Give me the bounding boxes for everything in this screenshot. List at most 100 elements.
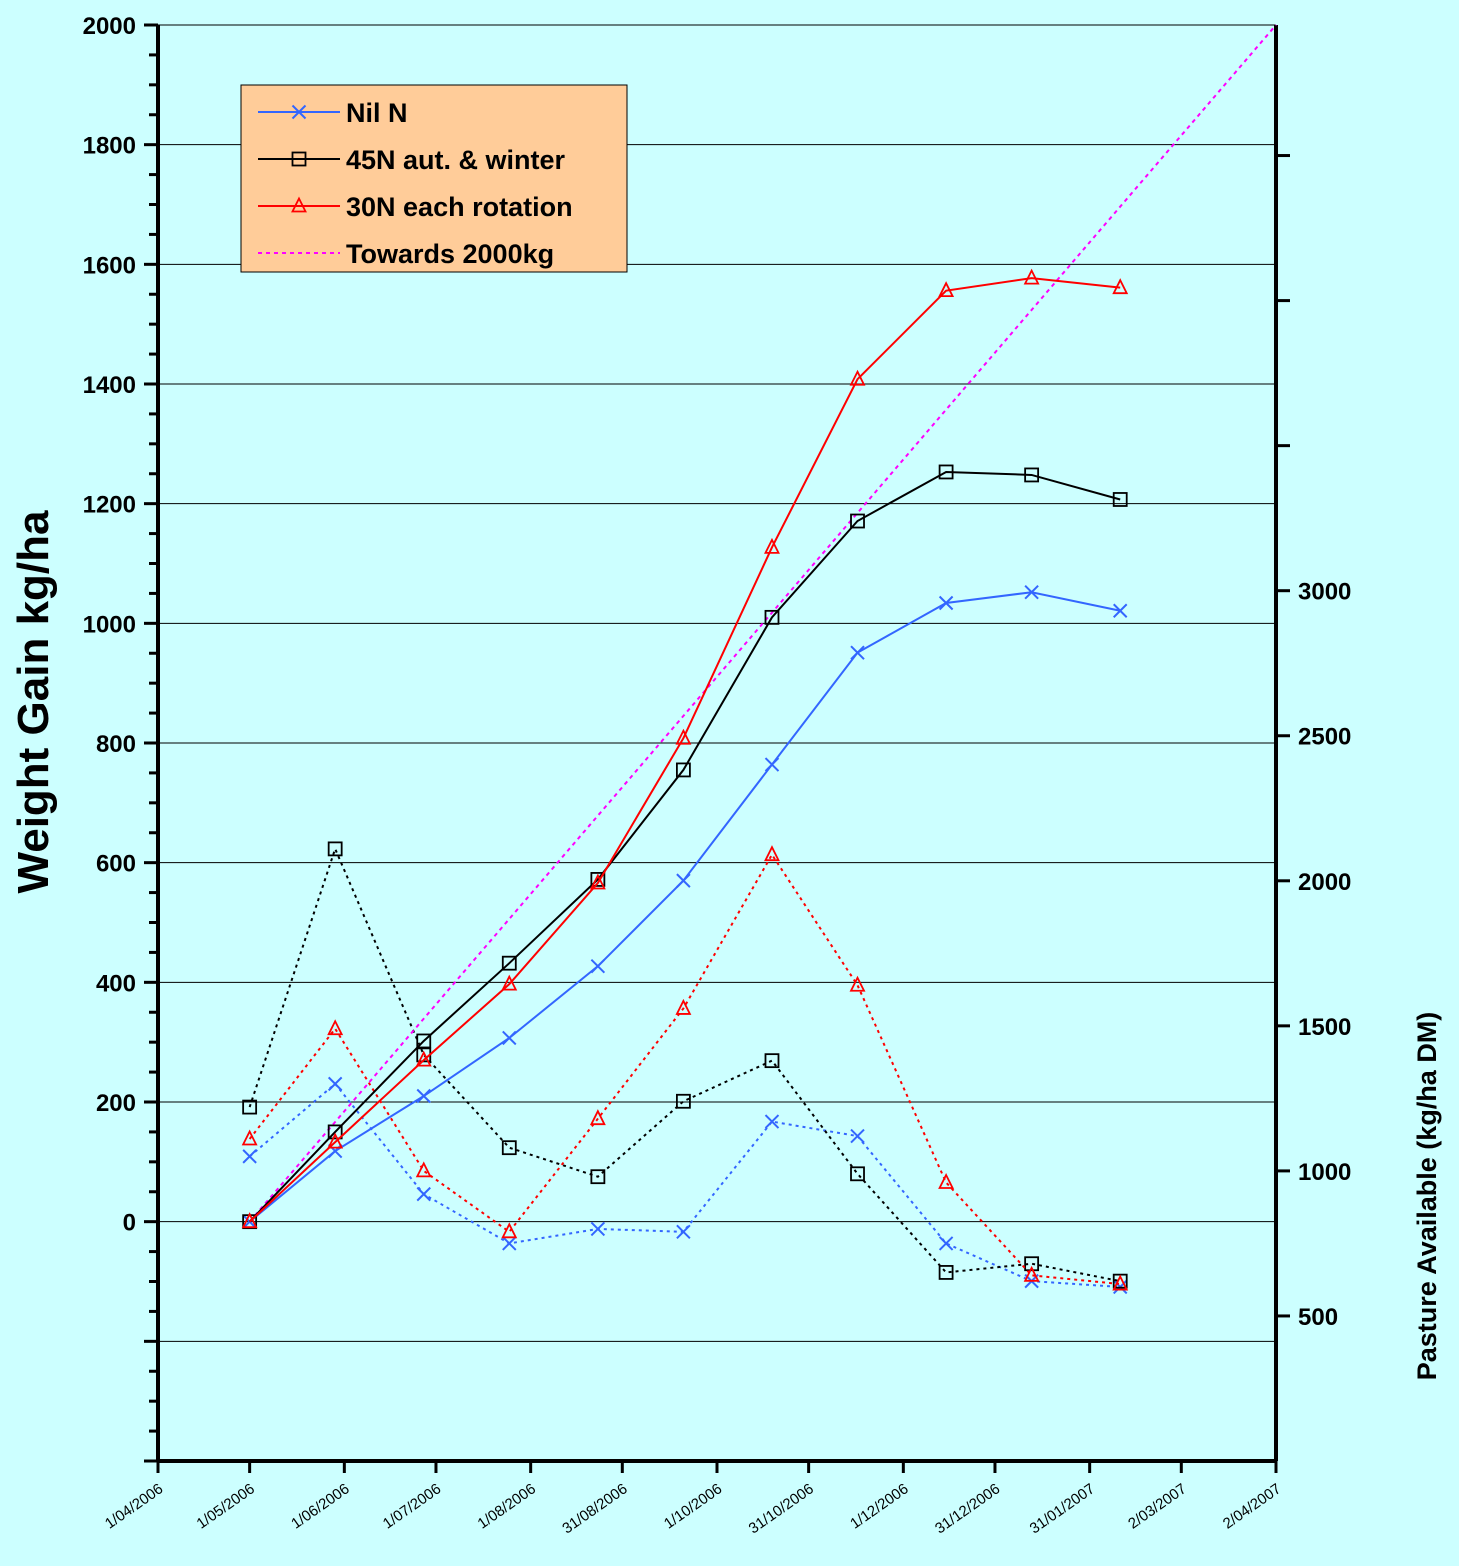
data-point (676, 873, 691, 888)
y2-tick-label: 500 (1298, 1304, 1338, 1331)
data-point (938, 1172, 955, 1189)
series-5 (242, 841, 1128, 1289)
data-point (938, 595, 954, 611)
y2-tick-label: 3000 (1298, 579, 1351, 606)
series-6 (241, 845, 1129, 1291)
data-point (764, 1114, 780, 1129)
data-point (416, 1186, 431, 1202)
x-tick-label: 1/12/2006 (847, 1480, 911, 1532)
x-tick-label: 1/10/2006 (661, 1480, 725, 1532)
data-point (327, 841, 343, 857)
data-point (938, 281, 955, 298)
data-point (764, 757, 780, 772)
legend-box (240, 84, 628, 273)
data-point (589, 873, 606, 890)
y-tick-label: 600 (96, 851, 136, 878)
data-point (849, 369, 866, 386)
data-point (675, 762, 691, 778)
data-point (1024, 467, 1040, 483)
series-line (248, 470, 1121, 1223)
data-point (590, 1169, 606, 1185)
data-point (501, 1222, 518, 1239)
y-tick-label: 200 (96, 1090, 136, 1117)
series-0 (242, 585, 1128, 1229)
data-point (675, 998, 692, 1015)
series-line (248, 1082, 1121, 1288)
data-point (327, 1019, 344, 1036)
data-point (938, 1236, 954, 1251)
data-point (849, 975, 866, 992)
data-point (416, 1088, 431, 1104)
data-point (241, 1129, 258, 1146)
data-point (590, 1221, 606, 1237)
y-tick-label: 400 (96, 970, 136, 997)
series-4 (242, 1076, 1128, 1295)
x-tick-label: 2/04/2007 (1220, 1480, 1284, 1532)
data-point (1024, 585, 1039, 600)
series-2 (241, 268, 1129, 1229)
data-point (416, 1033, 432, 1049)
legend-label: 45N aut. & winter (346, 145, 566, 175)
y2-tick-label: 1000 (1298, 1159, 1351, 1186)
data-point (327, 1124, 343, 1140)
y-tick-labels: 0 200 400 600 800 1000 1200 1400 1600 1800 2000 (83, 13, 136, 1237)
x-tick-label: 31/01/2007 (1027, 1480, 1098, 1537)
data-point (241, 1212, 258, 1229)
y2-tick-label: 1500 (1298, 1014, 1351, 1041)
series-line (248, 24, 1277, 1223)
y2-axis-title: Pasture Available (kg/ha DM) (1412, 1012, 1442, 1381)
x-tick-label: 1/07/2006 (380, 1480, 444, 1532)
y2-tick-label: 2000 (1298, 869, 1351, 896)
data-point (291, 151, 307, 167)
data-point (590, 958, 606, 974)
series-3 (248, 24, 1277, 1223)
data-point (850, 513, 865, 529)
y-tick-label: 1800 (83, 133, 136, 160)
data-point (242, 1149, 257, 1164)
y-tick-label: 800 (96, 731, 136, 758)
data-point (1023, 1265, 1040, 1282)
data-point (764, 1053, 780, 1069)
data-point (242, 1099, 258, 1115)
series-line (248, 277, 1121, 1223)
x-tick-label: 31/10/2006 (746, 1480, 817, 1537)
legend-label: 30N each rotation (346, 192, 573, 222)
x-tick-label: 2/03/2007 (1125, 1480, 1189, 1532)
data-point (850, 1128, 865, 1144)
y-tick-label: 2000 (83, 13, 136, 40)
y-axis-title: Weight Gain kg/ha (9, 510, 58, 894)
series-line (249, 591, 1121, 1223)
x-tick-label: 1/08/2006 (475, 1480, 539, 1532)
data-point (676, 1224, 691, 1240)
data-point (764, 845, 780, 862)
legend-label: Towards 2000kg (346, 239, 554, 269)
data-point (850, 1166, 865, 1182)
series-line (248, 852, 1121, 1286)
data-point (501, 955, 517, 971)
y-tick-label: 1000 (83, 611, 136, 638)
data-point (675, 728, 692, 745)
data-point (1112, 1274, 1129, 1291)
data-point (1024, 1256, 1040, 1272)
x-tick-label: 1/05/2006 (194, 1480, 258, 1532)
data-point (327, 1132, 344, 1149)
data-point (501, 974, 518, 991)
data-point (938, 464, 954, 480)
y-tick-label: 0 (123, 1210, 136, 1237)
data-point (415, 1161, 432, 1178)
x-tick-label: 31/12/2006 (932, 1480, 1003, 1537)
y-tick-label: 1400 (83, 372, 136, 399)
axes (144, 23, 1290, 1473)
data-point (850, 645, 865, 660)
series-1 (242, 464, 1128, 1230)
x-tick-label: 1/04/2006 (102, 1480, 166, 1532)
x-tick-label: 1/06/2006 (288, 1480, 352, 1532)
y-tick-label: 1600 (83, 252, 136, 279)
legend-label: Nil N (346, 98, 408, 128)
data-point (502, 1236, 517, 1251)
data-point (1113, 603, 1128, 618)
data-point (938, 1265, 954, 1280)
data-point (764, 537, 780, 554)
x-tick-labels: 1/04/2006 1/05/2006 1/06/2006 1/07/2006 1/08… (102, 1480, 1284, 1537)
